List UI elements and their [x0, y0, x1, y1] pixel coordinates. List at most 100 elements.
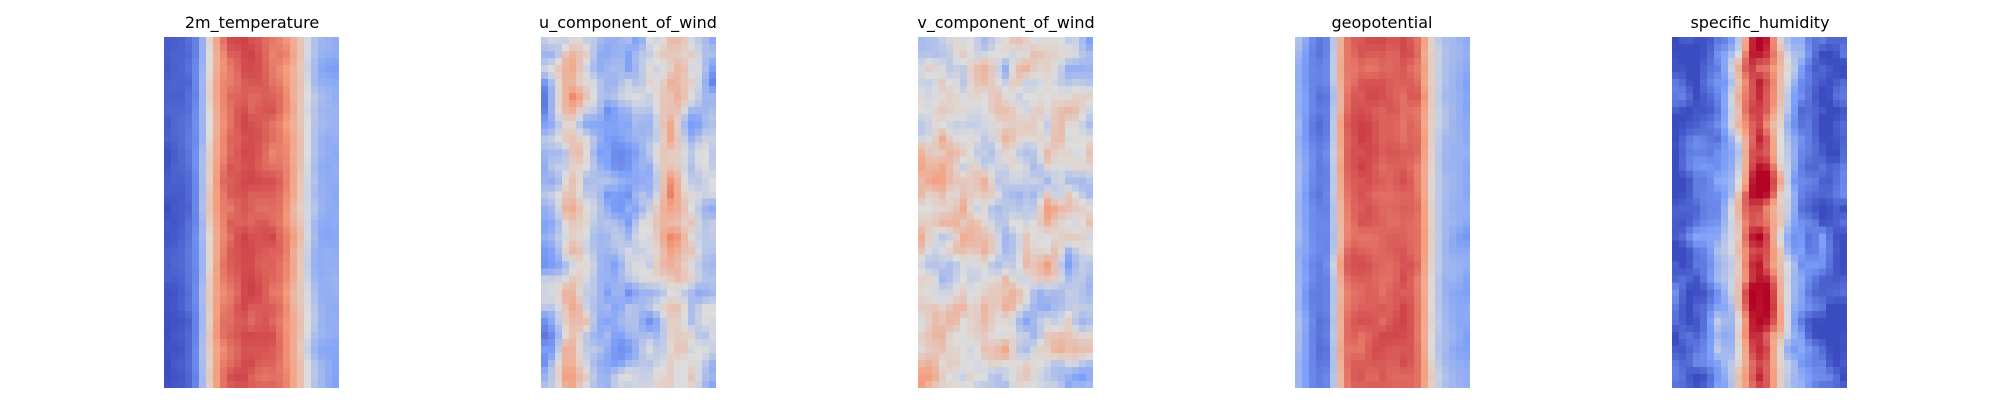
- heatmap-cell: [618, 184, 626, 192]
- heatmap-cell: [583, 121, 591, 129]
- heatmap-cell: [953, 247, 961, 255]
- heatmap-cell: [583, 100, 591, 108]
- heatmap-cell: [555, 212, 563, 220]
- heatmap-cell: [262, 100, 270, 108]
- heatmap-cell: [1302, 156, 1310, 164]
- heatmap-cell: [639, 114, 647, 122]
- heatmap-cell: [318, 324, 326, 333]
- heatmap-cell: [576, 156, 584, 164]
- heatmap-cell: [681, 191, 689, 199]
- heatmap-cell: [932, 177, 940, 185]
- heatmap-cell: [555, 37, 563, 45]
- heatmap-cell: [1442, 93, 1450, 101]
- heatmap-cell: [918, 212, 926, 220]
- heatmap-cell: [1016, 65, 1024, 73]
- heatmap-cell: [283, 198, 291, 206]
- heatmap-cell: [660, 121, 668, 129]
- heatmap-cell: [702, 226, 710, 234]
- heatmap-cell: [569, 366, 577, 375]
- heatmap-cell: [318, 240, 326, 248]
- heatmap-cell: [1058, 128, 1066, 136]
- heatmap-cell: [995, 44, 1003, 52]
- heatmap-cell: [1037, 261, 1045, 269]
- heatmap-cell: [562, 373, 570, 382]
- heatmap-cell: [1372, 261, 1380, 269]
- heatmap-cell: [1463, 233, 1470, 241]
- heatmap-cell: [1023, 156, 1031, 164]
- heatmap-cell: [918, 107, 926, 115]
- heatmap-cell: [988, 121, 996, 129]
- heatmap-cell: [541, 226, 549, 234]
- heatmap-cell: [1351, 317, 1359, 326]
- heatmap-cell: [1337, 331, 1345, 340]
- heatmap-cell: [325, 303, 333, 312]
- heatmap-cell: [227, 65, 235, 73]
- heatmap-cell: [1407, 240, 1415, 248]
- heatmap-cell: [1421, 44, 1429, 52]
- heatmap-cell: [709, 121, 716, 129]
- heatmap-cell: [227, 254, 235, 262]
- heatmap-cell: [1372, 240, 1380, 248]
- heatmap-cell: [576, 93, 584, 101]
- heatmap-cell: [1037, 373, 1045, 382]
- heatmap-cell: [681, 170, 689, 178]
- heatmap-cell: [562, 345, 570, 354]
- heatmap-cell: [199, 247, 207, 255]
- heatmap-cell: [667, 219, 675, 227]
- heatmap-cell: [1323, 135, 1331, 143]
- heatmap-cell: [1016, 184, 1024, 192]
- heatmap-cell: [548, 247, 556, 255]
- heatmap-cell: [1002, 149, 1010, 157]
- heatmap-cell: [1309, 44, 1317, 52]
- heatmap-cell: [1295, 240, 1303, 248]
- heatmap-cell: [255, 51, 263, 59]
- heatmap-cell: [1393, 373, 1401, 382]
- heatmap-cell: [164, 212, 172, 220]
- heatmap-cell: [199, 79, 207, 87]
- heatmap-cell: [590, 219, 598, 227]
- heatmap-cell: [318, 86, 326, 94]
- heatmap-cell: [276, 282, 284, 291]
- heatmap-cell: [1393, 219, 1401, 227]
- heatmap-cell: [206, 240, 214, 248]
- heatmap-cell: [318, 100, 326, 108]
- heatmap-cell: [304, 317, 312, 326]
- heatmap-cell: [995, 289, 1003, 298]
- heatmap-cell: [1414, 254, 1422, 262]
- heatmap-cell: [262, 289, 270, 298]
- heatmap-cell: [995, 51, 1003, 59]
- heatmap-cell: [1358, 93, 1366, 101]
- heatmap-cell: [1002, 310, 1010, 319]
- heatmap-cell: [206, 324, 214, 333]
- heatmap-cell: [1016, 331, 1024, 340]
- heatmap-cell: [688, 79, 696, 87]
- heatmap-cell: [332, 373, 339, 382]
- heatmap-cell: [1358, 121, 1366, 129]
- heatmap-cell: [925, 317, 933, 326]
- heatmap-cell: [1414, 345, 1422, 354]
- heatmap-cell: [164, 184, 172, 192]
- heatmap-cell: [1037, 212, 1045, 220]
- heatmap-cell: [283, 135, 291, 143]
- heatmap-cell: [939, 345, 947, 354]
- heatmap-cell: [953, 219, 961, 227]
- heatmap-cell: [967, 373, 975, 382]
- heatmap-cell: [1086, 254, 1093, 262]
- heatmap-cell: [981, 212, 989, 220]
- heatmap-cell: [702, 352, 710, 361]
- heatmap-cell: [632, 170, 640, 178]
- heatmap-cell: [318, 65, 326, 73]
- heatmap-cell: [1002, 282, 1010, 291]
- heatmap-cell: [283, 205, 291, 213]
- heatmap-cell: [709, 170, 716, 178]
- heatmap-cell: [199, 310, 207, 319]
- heatmap-cell: [1316, 359, 1324, 368]
- heatmap-cell: [632, 184, 640, 192]
- heatmap-cell: [178, 149, 186, 157]
- heatmap-cell: [981, 275, 989, 283]
- heatmap-cell: [1009, 303, 1017, 312]
- heatmap-cell: [213, 240, 221, 248]
- heatmap-cell: [583, 72, 591, 80]
- heatmap-cell: [1295, 58, 1303, 66]
- heatmap-cell: [695, 58, 703, 66]
